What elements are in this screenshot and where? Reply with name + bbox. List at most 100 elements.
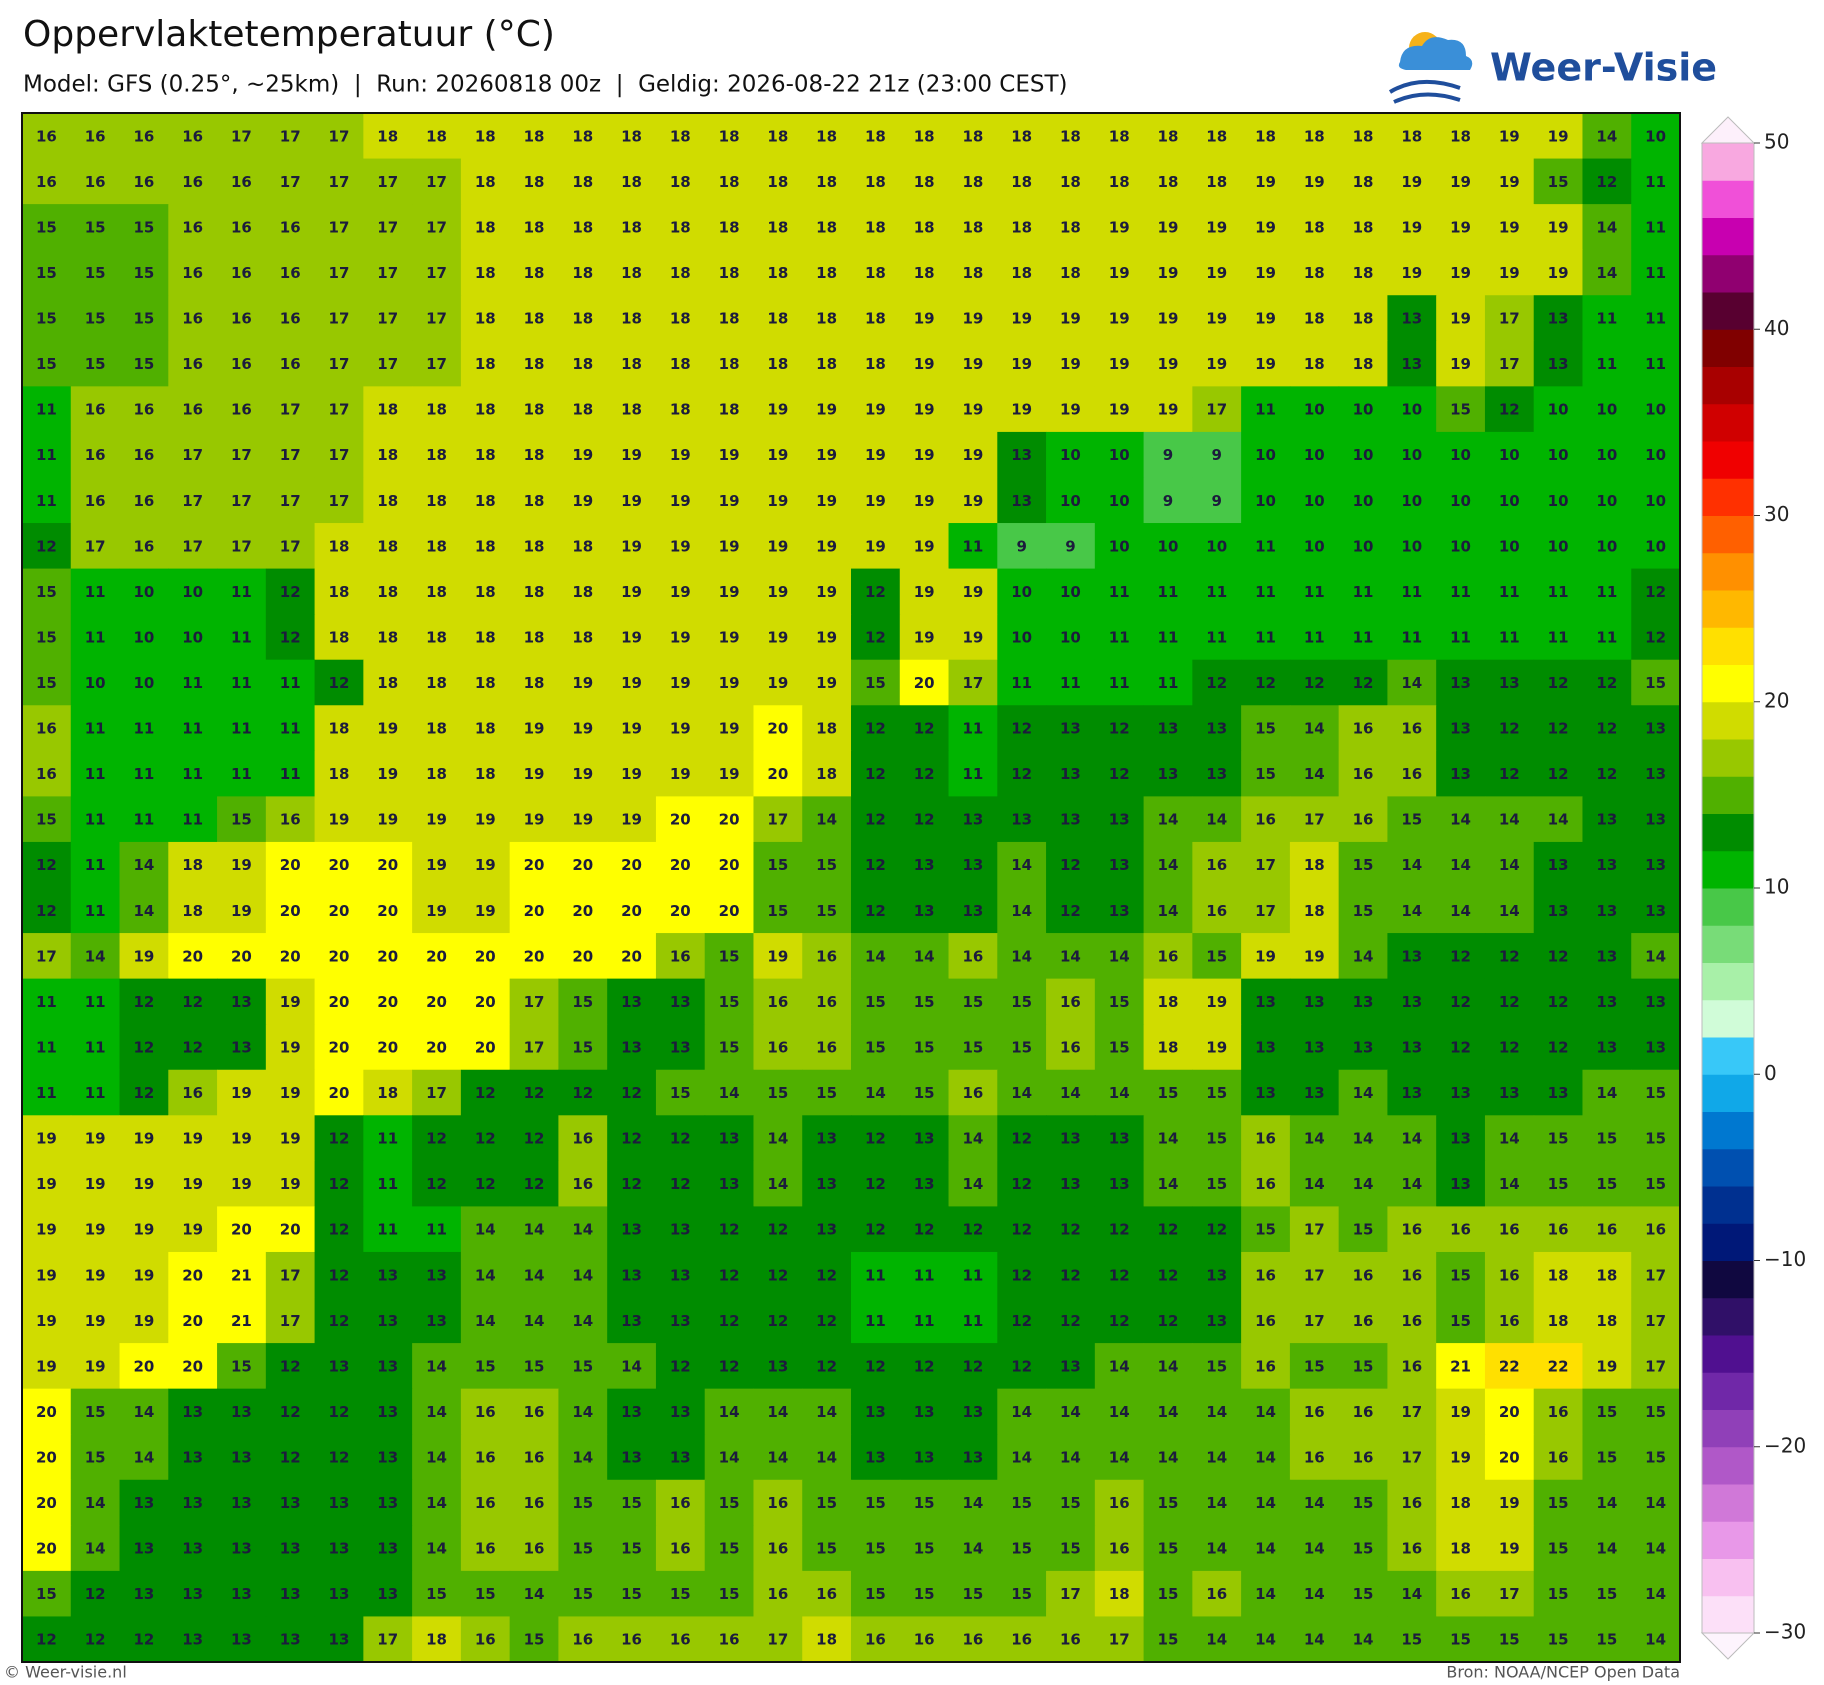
temperature-cell (1387, 340, 1437, 387)
temperature-label: 20 (377, 1038, 398, 1056)
temperature-cell (363, 1297, 413, 1344)
temperature-label: 11 (1255, 537, 1276, 555)
temperature-label: 18 (475, 674, 496, 692)
temperature-label: 19 (133, 947, 154, 965)
temperature-label: 13 (182, 1403, 203, 1421)
temperature-label: 10 (1401, 446, 1422, 464)
temperature-label: 16 (572, 1631, 593, 1649)
temperature-cell (851, 295, 901, 342)
temperature-label: 13 (1255, 1084, 1276, 1102)
temperature-label: 15 (1304, 1357, 1325, 1375)
temperature-label: 19 (426, 856, 447, 874)
temperature-cell (412, 1343, 462, 1390)
temperature-cell (704, 1570, 754, 1617)
temperature-label: 20 (377, 856, 398, 874)
temperature-label: 19 (816, 401, 837, 419)
temperature-cell (1338, 1069, 1388, 1116)
colorbar-band (1702, 1297, 1754, 1336)
temperature-label: 15 (1060, 1494, 1081, 1512)
temperature-cell (1289, 523, 1340, 570)
temperature-cell (753, 1251, 803, 1299)
temperature-cell (363, 659, 413, 706)
temperature-label: 13 (1060, 811, 1081, 829)
temperature-label: 16 (1255, 811, 1276, 829)
temperature-cell (412, 1434, 462, 1481)
temperature-label: 11 (1206, 583, 1227, 601)
temperature-cell (217, 523, 267, 570)
temperature-label: 15 (816, 1494, 837, 1512)
temperature-label: 15 (1109, 993, 1130, 1011)
temperature-label: 18 (572, 628, 593, 646)
colorbar-band (1702, 1595, 1754, 1634)
temperature-label: 16 (865, 1631, 886, 1649)
temperature-label: 12 (1060, 1266, 1081, 1284)
temperature-cell (509, 295, 559, 342)
temperature-label: 13 (1304, 993, 1325, 1011)
temperature-label: 11 (1304, 628, 1325, 646)
temperature-label: 17 (377, 218, 398, 236)
temperature-cell (1533, 933, 1583, 980)
temperature-label: 14 (767, 1403, 788, 1421)
temperature-cell (314, 295, 364, 342)
temperature-label: 20 (280, 856, 301, 874)
temperature-label: 20 (524, 902, 545, 920)
temperature-cell (217, 1297, 267, 1344)
temperature-label: 12 (914, 1221, 935, 1239)
temperature-label: 20 (133, 1357, 154, 1375)
temperature-cell (1484, 1206, 1535, 1253)
temperature-cell (1289, 705, 1340, 752)
temperature-label: 19 (1158, 310, 1179, 328)
temperature-cell (1241, 295, 1291, 342)
temperature-cell (217, 1479, 267, 1526)
temperature-cell (70, 568, 121, 615)
temperature-cell (119, 841, 169, 888)
colorbar-band (1702, 925, 1754, 963)
temperature-cell (1046, 887, 1096, 934)
temperature-label: 17 (1060, 1585, 1081, 1603)
temperature-label: 11 (85, 1084, 106, 1102)
temperature-label: 18 (865, 173, 886, 191)
temperature-label: 14 (524, 1266, 545, 1284)
temperature-cell (70, 1206, 121, 1253)
temperature-label: 12 (1011, 1357, 1032, 1375)
temperature-label: 18 (329, 537, 350, 555)
temperature-label: 12 (914, 811, 935, 829)
temperature-label: 18 (1353, 127, 1374, 145)
temperature-cell (363, 523, 413, 570)
temperature-cell (1338, 841, 1388, 888)
temperature-label: 15 (426, 1585, 447, 1603)
temperature-cell (899, 1388, 950, 1435)
temperature-label: 11 (280, 720, 301, 738)
temperature-label: 19 (621, 537, 642, 555)
map: 16 16 16 16 17 17 17 18 18 18 18 18 18 18 18 18 18 18 18 18… (22, 113, 1681, 1663)
temperature-cell (70, 659, 121, 706)
temperature-cell (1533, 113, 1583, 160)
temperature-label: 19 (280, 1038, 301, 1056)
temperature-cell (851, 841, 901, 888)
temperature-cell (70, 1160, 121, 1207)
temperature-cell (1192, 1388, 1242, 1435)
temperature-cell (119, 933, 169, 980)
temperature-cell (509, 1343, 559, 1390)
temperature-cell (363, 386, 413, 433)
temperature-label: 16 (962, 947, 983, 965)
temperature-label: 19 (914, 310, 935, 328)
temperature-cell (1387, 1343, 1437, 1390)
temperature-label: 17 (182, 537, 203, 555)
temperature-label: 18 (572, 401, 593, 419)
temperature-label: 12 (1011, 720, 1032, 738)
temperature-label: 13 (1596, 811, 1617, 829)
temperature-label: 16 (182, 401, 203, 419)
temperature-label: 12 (280, 1357, 301, 1375)
temperature-label: 13 (1206, 1266, 1227, 1284)
temperature-label: 19 (1109, 355, 1130, 373)
temperature-label: 12 (85, 1585, 106, 1603)
temperature-cell (1582, 659, 1632, 706)
temperature-label: 15 (1596, 1585, 1617, 1603)
temperature-label: 14 (1645, 1585, 1666, 1603)
temperature-label: 19 (1255, 947, 1276, 965)
temperature-label: 13 (719, 1130, 740, 1148)
temperature-cell (1094, 1525, 1145, 1572)
temperature-cell (168, 1115, 218, 1162)
temperature-label: 19 (1109, 218, 1130, 236)
